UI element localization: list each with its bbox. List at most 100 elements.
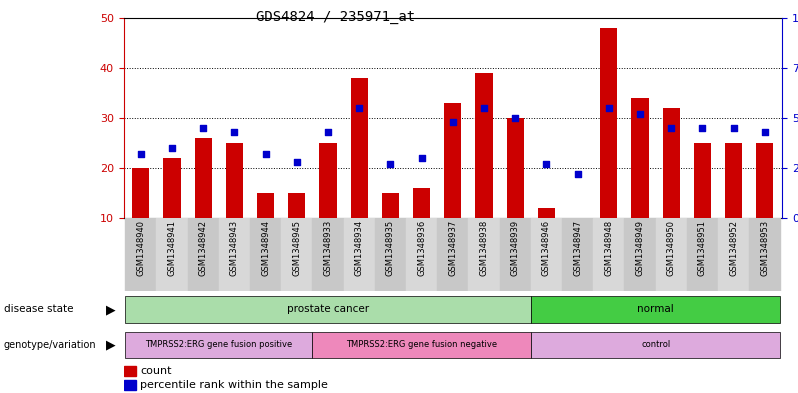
Text: GSM1348944: GSM1348944 [261, 220, 271, 275]
Point [727, 125, 740, 131]
Text: ▶: ▶ [106, 338, 116, 351]
Text: TMPRSS2:ERG gene fusion negative: TMPRSS2:ERG gene fusion negative [346, 340, 497, 349]
Bar [313, 218, 344, 291]
Text: GSM1348948: GSM1348948 [604, 220, 614, 276]
Text: GSM1348937: GSM1348937 [448, 220, 457, 276]
Bar [600, 28, 618, 218]
Point [197, 125, 210, 131]
Point [290, 159, 303, 165]
Point [384, 161, 397, 167]
Bar [313, 332, 531, 358]
Text: count: count [140, 365, 172, 376]
Text: GSM1348951: GSM1348951 [698, 220, 707, 275]
Point [602, 105, 615, 111]
Bar [725, 143, 742, 218]
Bar [531, 218, 562, 291]
Bar [718, 218, 749, 291]
Bar [156, 218, 188, 291]
Bar [656, 218, 687, 291]
Text: normal: normal [638, 304, 674, 314]
Point [135, 151, 148, 157]
Bar [164, 158, 180, 218]
Bar [437, 218, 468, 291]
Text: GSM1348940: GSM1348940 [136, 220, 145, 275]
Bar [188, 218, 219, 291]
Point [634, 111, 646, 117]
Bar [694, 143, 711, 218]
Bar [319, 143, 337, 218]
Bar [631, 98, 649, 218]
Bar [257, 193, 275, 218]
Point [446, 119, 459, 125]
Bar [288, 193, 306, 218]
Point [322, 129, 334, 135]
Text: GSM1348933: GSM1348933 [323, 220, 333, 276]
Bar [226, 143, 243, 218]
Bar [344, 218, 375, 291]
Text: prostate cancer: prostate cancer [287, 304, 369, 314]
Bar [250, 218, 281, 291]
Bar [219, 218, 250, 291]
Text: GSM1348947: GSM1348947 [573, 220, 583, 276]
Point [478, 105, 491, 111]
Bar [476, 73, 492, 218]
Point [259, 151, 272, 157]
Text: disease state: disease state [4, 305, 73, 314]
Point [228, 129, 241, 135]
Point [665, 125, 678, 131]
Bar [749, 218, 780, 291]
Bar [350, 78, 368, 218]
Bar [531, 296, 780, 323]
Bar [625, 218, 656, 291]
Text: genotype/variation: genotype/variation [4, 340, 97, 350]
Point [758, 129, 771, 135]
Bar [125, 332, 313, 358]
Bar [195, 138, 211, 218]
Text: GSM1348943: GSM1348943 [230, 220, 239, 276]
Text: GDS4824 / 235971_at: GDS4824 / 235971_at [255, 10, 415, 24]
Text: GSM1348939: GSM1348939 [511, 220, 519, 276]
Text: GSM1348946: GSM1348946 [542, 220, 551, 276]
Bar [500, 218, 531, 291]
Point [696, 125, 709, 131]
Text: ▶: ▶ [106, 303, 116, 316]
Bar [538, 208, 555, 218]
Text: GSM1348953: GSM1348953 [760, 220, 769, 276]
Bar [413, 188, 430, 218]
Text: GSM1348936: GSM1348936 [417, 220, 426, 276]
Bar [662, 108, 680, 218]
Bar [125, 296, 531, 323]
Bar [375, 218, 406, 291]
Text: GSM1348935: GSM1348935 [386, 220, 395, 276]
Text: control: control [641, 340, 670, 349]
Bar [125, 218, 156, 291]
Point [166, 145, 179, 151]
Point [571, 171, 584, 177]
Bar [124, 365, 136, 376]
Bar [687, 218, 718, 291]
Text: GSM1348952: GSM1348952 [729, 220, 738, 275]
Bar [757, 143, 773, 218]
Bar [468, 218, 500, 291]
Bar [562, 218, 593, 291]
Bar [444, 103, 461, 218]
Text: percentile rank within the sample: percentile rank within the sample [140, 380, 328, 390]
Bar [507, 118, 523, 218]
Text: TMPRSS2:ERG gene fusion positive: TMPRSS2:ERG gene fusion positive [145, 340, 293, 349]
Text: GSM1348941: GSM1348941 [168, 220, 176, 275]
Bar [593, 218, 625, 291]
Text: GSM1348950: GSM1348950 [667, 220, 676, 275]
Bar [281, 218, 313, 291]
Bar [132, 168, 149, 218]
Point [540, 161, 553, 167]
Point [509, 115, 522, 121]
Bar [531, 332, 780, 358]
Bar [124, 380, 136, 390]
Point [415, 155, 428, 161]
Bar [406, 218, 437, 291]
Text: GSM1348934: GSM1348934 [355, 220, 364, 276]
Text: GSM1348949: GSM1348949 [635, 220, 645, 275]
Text: GSM1348938: GSM1348938 [480, 220, 488, 276]
Text: GSM1348945: GSM1348945 [292, 220, 302, 275]
Point [353, 105, 365, 111]
